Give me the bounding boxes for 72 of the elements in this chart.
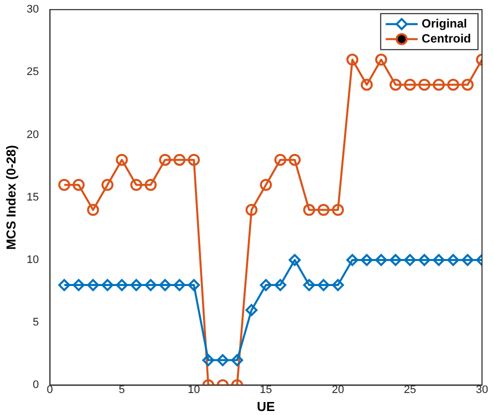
point <box>375 54 388 66</box>
point <box>159 154 172 166</box>
x-tick-label: 25 <box>404 384 416 396</box>
point <box>87 279 100 292</box>
point <box>303 204 316 216</box>
point <box>404 254 416 266</box>
y-axis-title: MCS Index (0-28) <box>3 145 18 250</box>
point <box>101 178 114 191</box>
point <box>116 279 128 292</box>
y-tick-label: 15 <box>26 191 39 204</box>
point <box>332 204 344 216</box>
point <box>360 78 373 91</box>
point <box>432 78 445 91</box>
point <box>101 279 114 292</box>
y-tick-label: 25 <box>26 66 39 78</box>
legend-label: Centroid <box>422 31 472 46</box>
point <box>418 254 430 266</box>
y-tick-label: 30 <box>26 4 39 16</box>
point <box>159 279 172 292</box>
point <box>288 254 301 266</box>
point <box>87 204 100 216</box>
point <box>447 254 460 266</box>
point <box>202 354 214 366</box>
point <box>246 204 258 216</box>
point <box>346 54 358 66</box>
x-tick-label: 15 <box>260 384 272 396</box>
point <box>260 178 272 191</box>
point <box>332 279 344 292</box>
point <box>130 178 142 191</box>
point <box>375 254 388 266</box>
point <box>390 254 402 266</box>
point <box>432 254 445 266</box>
point <box>447 78 460 91</box>
point <box>116 154 128 166</box>
point <box>390 78 402 91</box>
point <box>318 279 330 292</box>
point <box>130 279 142 292</box>
point <box>404 78 416 91</box>
y-tick-label: 20 <box>26 128 39 141</box>
point <box>418 78 430 91</box>
x-tick-label: 0 <box>46 384 53 396</box>
point <box>274 279 286 292</box>
x-tick-label: 10 <box>188 384 200 396</box>
point <box>72 178 85 191</box>
point <box>360 254 373 266</box>
point <box>216 354 229 366</box>
point <box>462 78 474 91</box>
point <box>288 154 301 166</box>
point <box>173 279 186 292</box>
point <box>144 178 157 191</box>
point <box>346 254 358 266</box>
point <box>188 279 200 292</box>
point <box>231 354 244 366</box>
point <box>144 279 157 292</box>
y-tick-label: 5 <box>32 316 39 329</box>
point <box>58 279 70 292</box>
point <box>274 154 286 166</box>
point <box>260 279 272 292</box>
x-axis-title: UE <box>256 398 276 414</box>
point <box>318 204 330 216</box>
point <box>188 154 200 166</box>
x-tick-label: 30 <box>476 384 488 396</box>
legend-label: Original <box>422 16 468 30</box>
x-tick-label: 20 <box>332 384 344 396</box>
point <box>462 254 474 266</box>
x-tick-label: 5 <box>118 384 125 396</box>
point <box>58 178 70 191</box>
point <box>72 279 85 292</box>
point <box>246 304 258 316</box>
point <box>173 154 186 166</box>
point <box>303 279 316 292</box>
y-tick-label: 10 <box>26 254 39 266</box>
